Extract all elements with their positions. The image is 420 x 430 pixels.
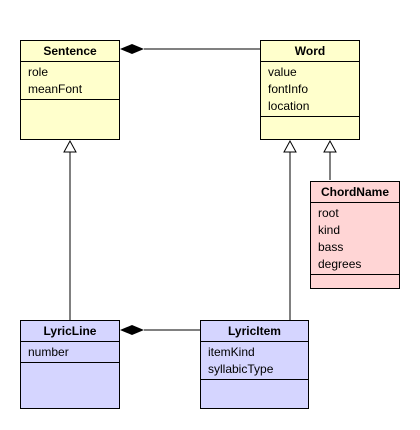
attribute-bass: bass: [318, 240, 344, 254]
class-chordname[interactable]: ChordName root kind bass degrees: [310, 181, 400, 289]
attribute-value: value: [268, 65, 297, 79]
attributes-lyricitem: itemKind syllabicType: [201, 342, 308, 380]
word-generalization-arrow-right: [323, 139, 337, 153]
class-name-lyricline: LyricLine: [21, 321, 119, 342]
attribute-syllabictype: syllabicType: [208, 362, 274, 376]
attribute-kind: kind: [318, 223, 341, 237]
attribute-itemkind: itemKind: [208, 345, 255, 359]
attribute-fontinfo: fontInfo: [268, 82, 309, 96]
attribute-number: number: [28, 345, 69, 359]
attribute-meanfont: meanFont: [28, 82, 83, 96]
class-lyricitem[interactable]: LyricItem itemKind syllabicType: [200, 320, 309, 409]
class-sentence[interactable]: Sentence role meanFont: [20, 40, 120, 140]
word-generalization-arrow-left: [283, 139, 297, 153]
class-lyricline[interactable]: LyricLine number: [20, 320, 120, 409]
attributes-word: value fontInfo location: [261, 62, 359, 117]
attributes-chordname: root kind bass degrees: [311, 203, 399, 275]
attribute-degrees: degrees: [318, 257, 362, 271]
attribute-location: location: [268, 99, 310, 113]
attribute-root: root: [318, 206, 339, 220]
class-word[interactable]: Word value fontInfo location: [260, 40, 360, 140]
class-name-word: Word: [261, 41, 359, 62]
sentence-composition-diamond: [120, 44, 144, 54]
attribute-role: role: [28, 65, 49, 79]
sentence-generalization-arrow: [63, 139, 77, 153]
lyricline-composition-diamond: [120, 325, 144, 335]
attributes-lyricline: number: [21, 342, 119, 363]
class-name-lyricitem: LyricItem: [201, 321, 308, 342]
attributes-sentence: role meanFont: [21, 62, 119, 100]
class-name-sentence: Sentence: [21, 41, 119, 62]
class-name-chordname: ChordName: [311, 182, 399, 203]
